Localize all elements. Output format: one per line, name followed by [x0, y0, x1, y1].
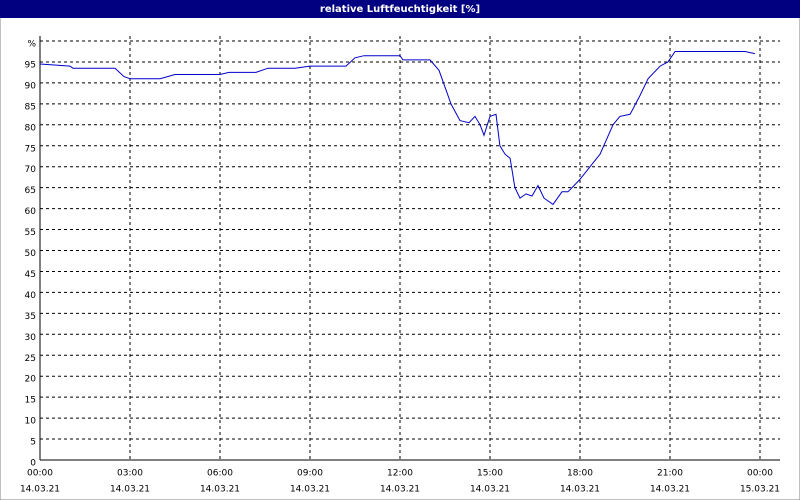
- y-tick-label: 50: [25, 249, 37, 259]
- y-tick-label: 10: [25, 417, 37, 427]
- y-tick-label: 45: [25, 270, 36, 280]
- x-tick-label: 03:00: [117, 469, 143, 479]
- x-tick-label: 09:00: [297, 469, 323, 479]
- x-tick-label: 06:00: [207, 469, 233, 479]
- y-tick-label: 60: [25, 207, 37, 217]
- x-tick-label: 00:00: [747, 469, 773, 479]
- y-tick-label: 20: [25, 375, 37, 385]
- x-tick-label: 18:00: [567, 469, 593, 479]
- x-tick-date: 14.03.21: [560, 485, 600, 495]
- x-tick-date: 14.03.21: [650, 485, 690, 495]
- x-tick-label: 21:00: [657, 469, 683, 479]
- y-tick-label: 70: [25, 165, 37, 175]
- y-tick-label: 0: [30, 459, 36, 469]
- x-tick-date: 14.03.21: [380, 485, 420, 495]
- x-tick-label: 15:00: [477, 469, 503, 479]
- y-tick-label: 35: [25, 312, 36, 322]
- x-tick-date: 14.03.21: [290, 485, 330, 495]
- y-tick-label: 90: [25, 81, 37, 91]
- title-bar: [0, 0, 800, 18]
- x-tick-date: 15.03.21: [740, 485, 780, 495]
- chart-title: relative Luftfeuchtigkeit [%]: [320, 4, 480, 15]
- x-tick-label: 00:00: [27, 469, 53, 479]
- y-tick-label: 85: [25, 102, 36, 112]
- y-tick-label: 95: [25, 60, 36, 70]
- y-tick-label: 75: [25, 144, 36, 154]
- y-tick-label: 30: [25, 333, 37, 343]
- x-tick-date: 14.03.21: [200, 485, 240, 495]
- x-tick-date: 14.03.21: [470, 485, 510, 495]
- y-tick-label: 25: [25, 354, 36, 364]
- y-tick-label: %: [27, 40, 36, 50]
- data-line: [39, 51, 756, 206]
- y-tick-label: 80: [25, 123, 37, 133]
- x-tick-date: 14.03.21: [110, 485, 150, 495]
- y-tick-label: 65: [25, 186, 36, 196]
- x-tick-date: 14.03.21: [20, 485, 60, 495]
- x-tick-label: 12:00: [387, 469, 413, 479]
- y-tick-label: 40: [25, 291, 37, 301]
- y-tick-label: 15: [25, 396, 36, 406]
- y-tick-label: 5: [30, 438, 36, 448]
- y-tick-label: 55: [25, 228, 36, 238]
